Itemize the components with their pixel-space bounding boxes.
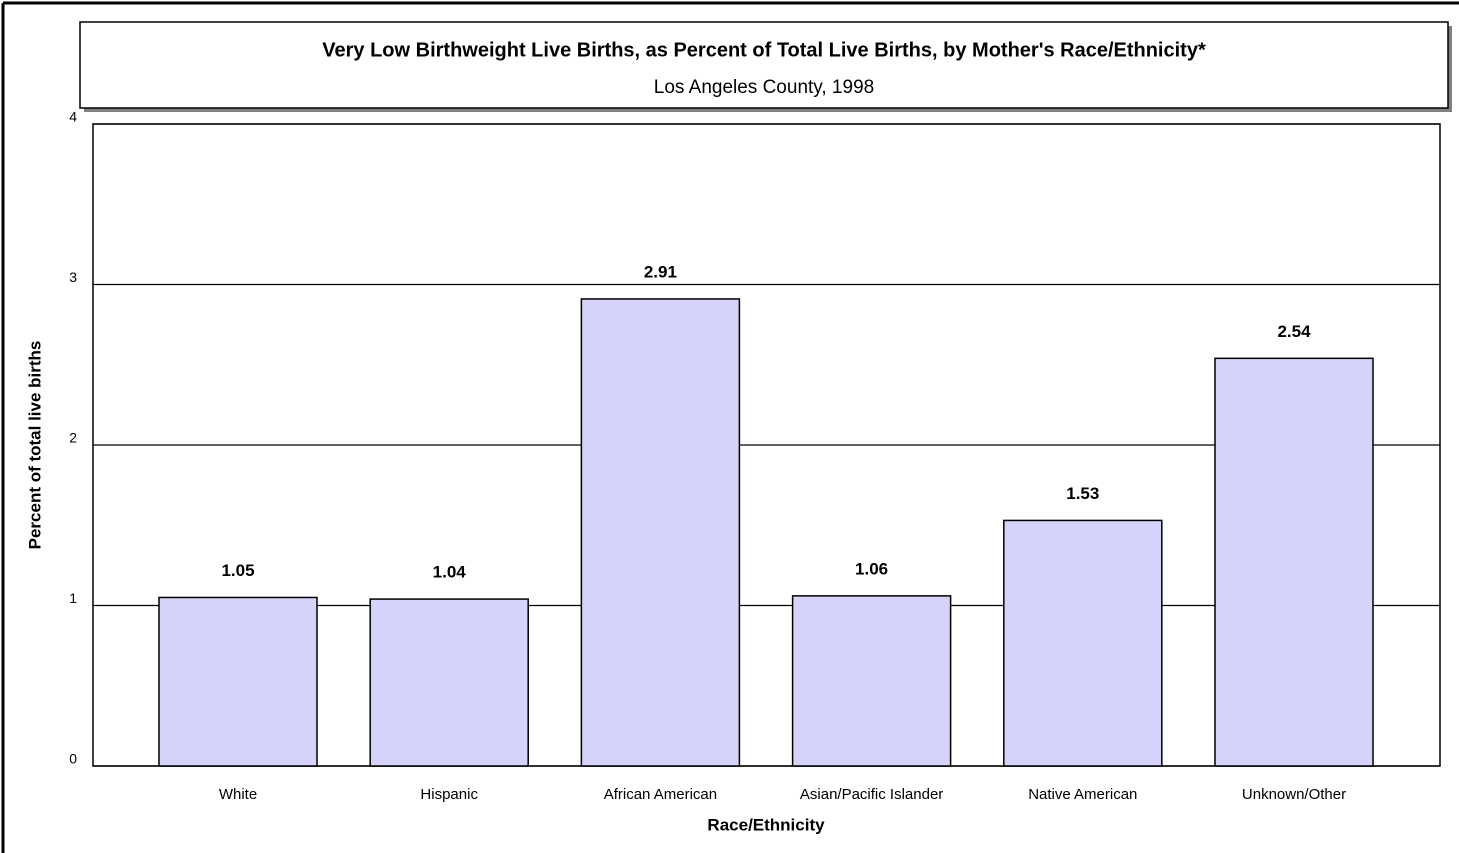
x-tick-label: Native American xyxy=(1028,786,1137,803)
chart-subtitle: Los Angeles County, 1998 xyxy=(654,77,874,98)
bar xyxy=(1214,357,1374,767)
bar xyxy=(1003,519,1163,767)
x-axis-label: Race/Ethnicity xyxy=(707,815,825,834)
y-axis-label: Percent of total live births xyxy=(25,341,44,550)
x-tick-label: Unknown/Other xyxy=(1242,786,1346,803)
value-label: 2.54 xyxy=(1277,322,1311,341)
bar xyxy=(580,298,741,767)
x-tick-label: Hispanic xyxy=(420,786,478,803)
y-tick-label: 0 xyxy=(69,751,77,767)
title-box xyxy=(79,21,1449,109)
y-tick-label: 3 xyxy=(69,269,77,285)
value-label: 2.91 xyxy=(644,262,677,281)
bar xyxy=(369,598,529,767)
value-label: 1.04 xyxy=(433,563,467,582)
value-label: 1.53 xyxy=(1066,484,1099,503)
value-label: 1.05 xyxy=(221,561,254,580)
y-tick-label: 4 xyxy=(69,109,77,125)
x-tick-label: African American xyxy=(604,786,717,803)
bar xyxy=(158,596,318,767)
x-tick-label: Asian/Pacific Islander xyxy=(800,786,943,803)
value-label: 1.06 xyxy=(855,559,888,578)
y-tick-label: 1 xyxy=(69,590,77,606)
x-tick-label: White xyxy=(219,786,257,803)
bar xyxy=(791,595,952,767)
chart-title: Very Low Birthweight Live Births, as Per… xyxy=(322,39,1206,61)
y-tick-label: 2 xyxy=(69,430,77,446)
